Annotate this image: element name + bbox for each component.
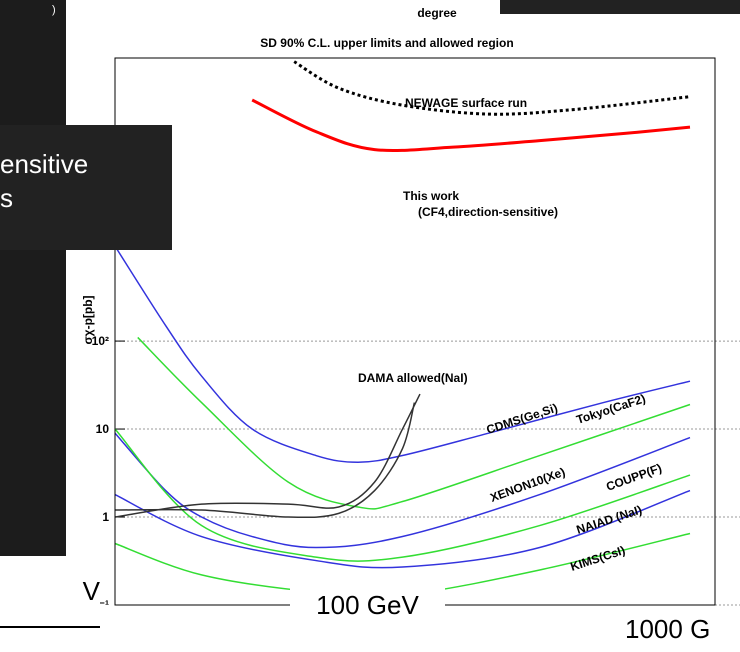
- dark-panel: ): [0, 0, 66, 556]
- series-line: [114, 402, 416, 519]
- annotation: NEWAGE surface run: [405, 96, 527, 110]
- y-tick-label: 1: [102, 510, 109, 524]
- dark-box: [500, 0, 740, 14]
- y-tick-label: 10²: [92, 334, 109, 348]
- box-text: ensitive: [0, 149, 89, 179]
- box-text: s: [0, 183, 13, 213]
- text-box: ensitive s: [0, 125, 172, 250]
- chart-title: SD 90% C.L. upper limits and allowed reg…: [260, 36, 513, 50]
- axis-note: 100 GeV: [290, 578, 445, 623]
- series-line: [137, 336, 691, 510]
- annotation: CDMS(Ge,Si): [485, 401, 560, 437]
- series-line: [114, 245, 691, 463]
- y-axis-label: σχ-p[pb]: [81, 295, 95, 344]
- series-line: [114, 393, 421, 518]
- series-line: [114, 432, 691, 549]
- annotation: DAMA allowed(NaI): [358, 371, 468, 385]
- axis-note: 1000 G: [605, 606, 740, 652]
- series-line: [114, 489, 691, 569]
- annotation: (CF4,direction-sensitive): [418, 205, 558, 219]
- annotation: Tokyo(CaF2): [575, 391, 648, 427]
- y-tick-label: 10: [96, 422, 110, 436]
- plot-frame: [114, 57, 716, 606]
- annotation: NAIAD (NaI): [575, 503, 644, 537]
- series-line: [251, 98, 691, 153]
- annotation: KIMS(CsI): [569, 543, 627, 574]
- annotation: This work: [403, 189, 459, 203]
- annotation: COUPP(F): [604, 461, 663, 494]
- chart-subtitle: degree: [417, 6, 457, 20]
- series-line: [114, 428, 691, 562]
- corner-text: ): [52, 4, 56, 16]
- axis-note: V: [0, 566, 100, 628]
